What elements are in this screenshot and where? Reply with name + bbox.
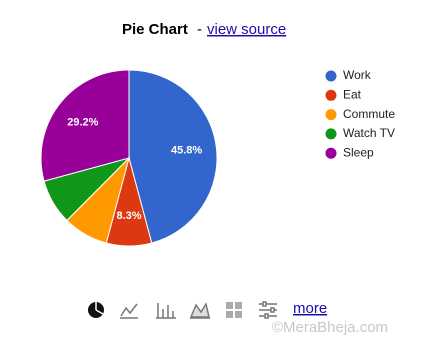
- legend-marker: [325, 128, 337, 140]
- legend-label: Sleep: [343, 145, 374, 159]
- slice-label: 29.2%: [67, 117, 98, 129]
- legend-marker: [325, 70, 337, 82]
- line-icon[interactable]: [120, 303, 138, 319]
- more-link[interactable]: more: [293, 300, 327, 317]
- page-title: Pie Chart: [122, 21, 188, 38]
- legend: Work Eat Commute Watch TV Sleep: [325, 68, 395, 159]
- legend-label: Watch TV: [343, 126, 395, 140]
- pie-icon[interactable]: [88, 302, 104, 318]
- legend-label: Eat: [343, 87, 362, 101]
- legend-marker: [325, 147, 337, 159]
- options-icon[interactable]: [259, 301, 277, 319]
- watermark: ©MeraBheja.com: [272, 319, 388, 336]
- legend-marker: [325, 109, 337, 121]
- area-icon[interactable]: [189, 302, 210, 319]
- slice-label: 8.3%: [116, 210, 141, 222]
- bar-icon[interactable]: [156, 303, 176, 319]
- pie-slice: [128, 69, 218, 244]
- legend-marker: [325, 89, 337, 101]
- slice-label: 45.8%: [171, 144, 202, 156]
- legend-label: Commute: [343, 107, 395, 121]
- title-separator: -: [197, 21, 202, 38]
- pie-slice: [40, 69, 130, 182]
- legend-label: Work: [343, 68, 372, 82]
- view-source-link[interactable]: view source: [207, 21, 286, 38]
- table-icon[interactable]: [226, 302, 242, 318]
- toolbar: [88, 301, 277, 319]
- pie: 45.8% 8.3% 29.2%: [40, 69, 218, 247]
